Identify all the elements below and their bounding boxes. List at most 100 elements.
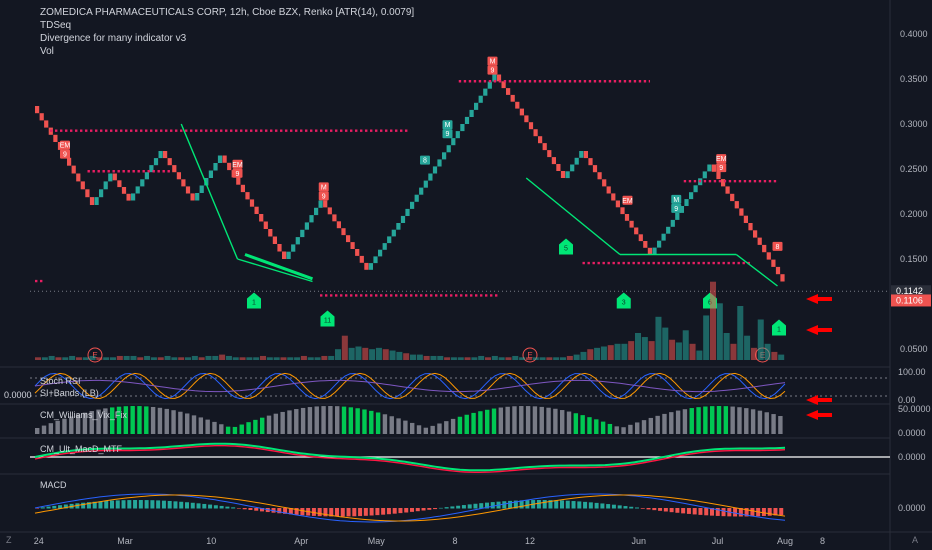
vix-fix-bar (69, 416, 74, 434)
renko-brick (295, 237, 300, 245)
macd-histogram-bar (761, 508, 766, 517)
volume-bar (389, 350, 396, 360)
macd-histogram-bar (86, 502, 91, 509)
volume-bar (219, 354, 226, 360)
renko-brick (528, 122, 534, 130)
macd-histogram-bar (508, 500, 513, 509)
indicator-tdseq-label[interactable]: TDSeq (40, 20, 72, 31)
volume-bar (485, 357, 492, 360)
macd-histogram-bar (519, 500, 524, 509)
price-tick-label: 0.2000 (900, 209, 928, 219)
vix-fix-bar (771, 414, 776, 434)
price-tick-label: 0.3000 (900, 119, 928, 129)
macd-label[interactable]: MACD (40, 480, 67, 490)
volume-bar (696, 350, 703, 360)
renko-brick (76, 173, 81, 182)
vix-fix-bar (573, 413, 579, 434)
chart-title[interactable]: ZOMEDICA PHARMACEUTICALS CORP, 12h, Cboe… (40, 7, 415, 18)
corner-right-label[interactable]: A (912, 535, 919, 545)
renko-brick (771, 259, 776, 267)
vix-fix-bar (716, 406, 722, 434)
macd-histogram-bar (490, 502, 495, 509)
td-marker-label: M (321, 184, 327, 191)
rsi-line (34, 379, 786, 393)
earnings-label: E (527, 351, 532, 360)
vix-fix-bar (164, 408, 169, 434)
vix-tick-label: 0.0000 (898, 428, 926, 438)
indicator-divergence-label[interactable]: Divergence for many indicator v3 (40, 33, 187, 44)
macd-histogram-bar (98, 501, 103, 509)
macd-histogram-bar (115, 500, 120, 509)
renko-brick (487, 81, 492, 89)
rsi-bands-label[interactable]: SI+Bands (LB) (40, 388, 99, 398)
volume-bar (614, 343, 621, 360)
renko-brick (624, 214, 630, 221)
macd-histogram-bar (156, 500, 161, 509)
renko-brick (368, 263, 373, 270)
vix-fix-bar (191, 415, 197, 434)
volume-bar (341, 335, 348, 360)
renko-brick (396, 223, 401, 230)
time-tick-label: 10 (206, 536, 216, 546)
macd-histogram-bar (242, 508, 247, 510)
macd-histogram-bar (236, 508, 241, 509)
td-marker-box (487, 65, 498, 75)
renko-brick (185, 186, 191, 194)
renko-brick (455, 131, 460, 139)
vix-fix-bar (219, 424, 224, 434)
vix-fix-bar (389, 416, 394, 434)
vix-fix-bar (560, 410, 565, 434)
renko-brick (451, 138, 456, 146)
volume-bar (744, 335, 751, 360)
indicator-vol-label[interactable]: Vol (40, 46, 54, 57)
vix-fix-bar (614, 426, 619, 434)
td-marker-label: 8 (776, 244, 780, 251)
vix-fix-bar (96, 409, 101, 434)
renko-brick (634, 227, 639, 235)
volume-bar (96, 357, 103, 360)
divergence-signal (247, 292, 261, 309)
williams-vix-label[interactable]: CM_Williams_Vix_Fix (40, 410, 127, 420)
volume-bar (532, 357, 539, 360)
time-tick-label: Jun (632, 536, 647, 546)
vix-fix-bar (328, 406, 333, 434)
stoch-rsi-label[interactable]: Stoch RSI (40, 376, 81, 386)
vix-fix-bar (423, 427, 429, 434)
volume-bar (621, 343, 628, 360)
renko-brick (419, 187, 424, 195)
annotation-arrow (806, 325, 832, 335)
volume-bar (191, 355, 198, 360)
renko-brick (108, 173, 113, 182)
vix-fix-bar (457, 416, 463, 434)
td-marker-box (318, 182, 329, 192)
vix-fix-bar (669, 412, 674, 434)
macd-mtf-label[interactable]: CM_Ult_MacD_MTF (40, 444, 123, 454)
macd-histogram-bar (52, 505, 57, 509)
volume-bar (178, 357, 185, 360)
td-marker-label: M (445, 122, 451, 129)
corner-left-label[interactable]: Z (6, 535, 12, 545)
renko-brick (570, 164, 575, 172)
renko-brick (236, 177, 241, 185)
macd-histogram-bar (583, 501, 588, 509)
td-marker-label: 9 (446, 131, 450, 138)
td-marker-box (232, 168, 243, 178)
vix-fix-bar (519, 406, 524, 434)
renko-brick (748, 223, 753, 231)
macd-histogram-bar (294, 508, 299, 515)
renko-brick (227, 162, 232, 171)
macd-histogram-bar (704, 508, 709, 516)
renko-brick (652, 247, 657, 255)
vix-fix-bar (662, 413, 667, 434)
macd-histogram-bar (738, 508, 743, 517)
volume-bar (41, 357, 48, 360)
vix-fix-bar (41, 425, 47, 434)
renko-brick (240, 184, 245, 193)
volume-bar (321, 355, 328, 360)
volume-bar (348, 347, 355, 360)
renko-brick (44, 120, 49, 128)
renko-brick (743, 215, 748, 223)
volume-bar (416, 354, 423, 360)
renko-brick (291, 244, 296, 252)
